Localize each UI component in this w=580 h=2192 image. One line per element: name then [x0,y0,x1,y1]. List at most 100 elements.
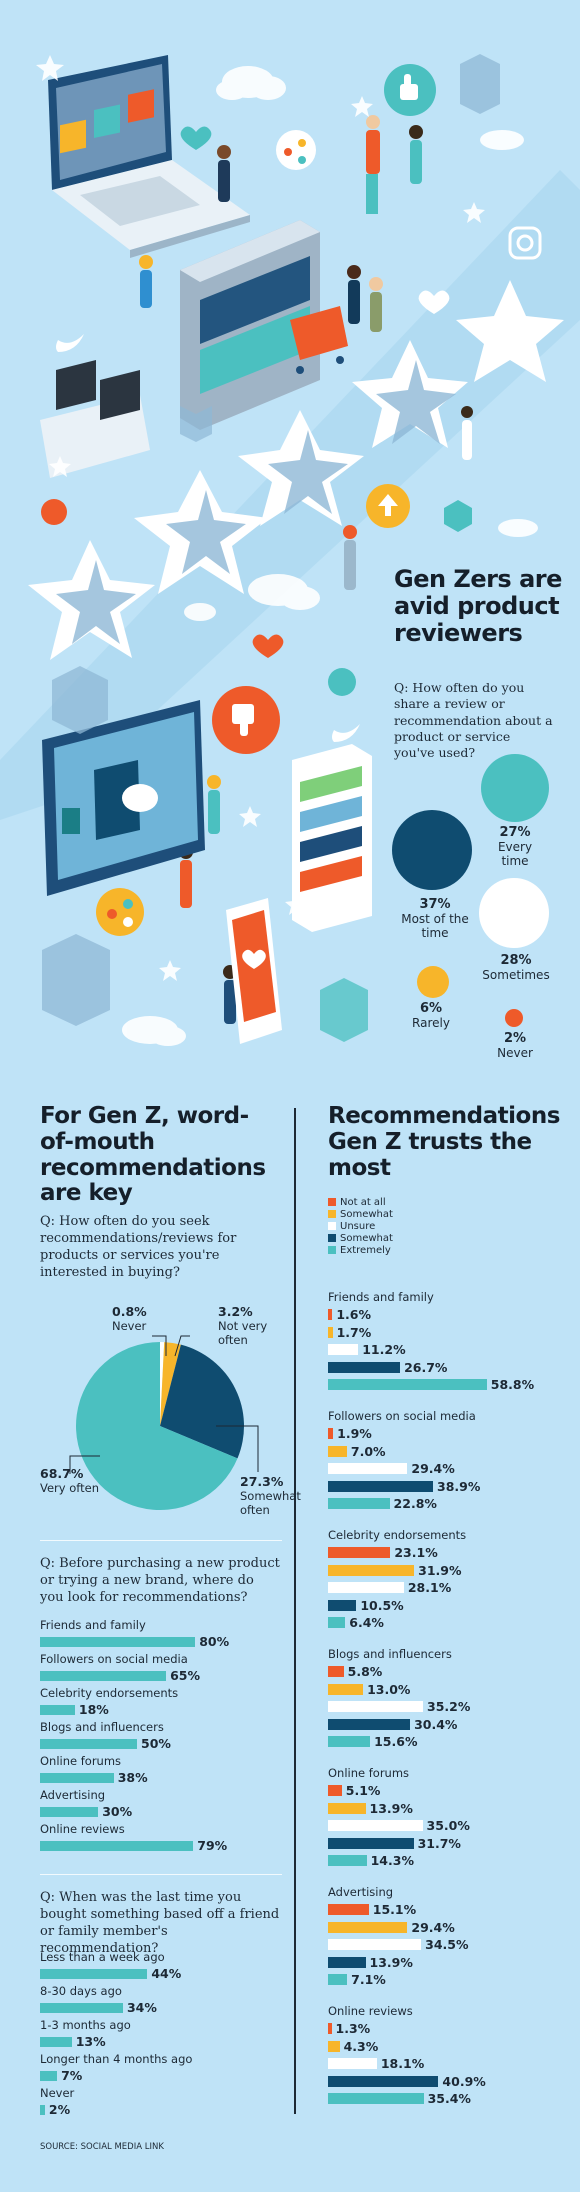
bar-category-label: Advertising [40,1788,106,1802]
trust-bar-row: 5.8% [328,1663,573,1681]
trust-bar-row: 31.9% [328,1562,573,1580]
trust-bar-value: 10.5% [360,1597,404,1613]
right-title: Recommendations Gen Z trusts the most [328,1103,560,1181]
bubble-label: 27% Every time [497,825,533,868]
trust-bar [328,1666,344,1678]
trust-bar-value: 29.4% [411,1919,455,1935]
trust-bar-row: 22.8% [328,1495,573,1513]
last-time-question: Q: When was the last time you bought som… [40,1890,280,1956]
trust-bar-value: 1.3% [335,2021,371,2037]
bar-value-label: 13% [75,2034,106,2049]
trust-bar-value: 1.6% [336,1307,371,1323]
bar-category-label: Online forums [40,1754,122,1768]
bar-value-label: 65% [170,1668,201,1683]
tablet-screen-icon [42,700,205,896]
pie-slice-not-very-often [160,1342,181,1426]
store-shelf-icon [180,220,320,430]
trust-bar [328,1379,487,1391]
trust-bar [328,1498,390,1510]
bar-row: Less than a week ago 44% [40,1950,290,1984]
trust-group-title: Followers on social media [328,1409,476,1423]
heart-icon [252,634,284,658]
bubble-label: 6% Rarely [412,1001,450,1030]
legend-swatch [328,1246,336,1254]
bubble-chart: 27% Every time 37% Most of the time 28% Som… [0,0,580,1080]
bar-value-label: 7% [61,2068,83,2083]
trust-bar-row: 4.3% [328,2038,573,2056]
trust-bar [328,1683,364,1695]
trust-bar-row: 26.7% [328,1359,573,1377]
when-bar-chart: Less than a week ago 44% 8-30 days ago 34% 1… [40,1950,290,2120]
legend-swatch [328,1234,336,1242]
trust-group: Online forums 5.1% 13.9% 35.0% 31.7% 14.3% [328,1766,573,1885]
thumbs-up-icon [384,64,436,116]
twitter-bird-icon [56,334,84,352]
trust-bar [328,1463,408,1475]
speech-bubble-icon [41,499,67,525]
bar-row: Advertising 30% [40,1788,290,1822]
legend-label: Somewhat [340,1232,393,1244]
trust-bar-row: 6.4% [328,1614,573,1632]
trust-bar [328,1361,401,1373]
trust-bar [328,1617,346,1629]
trust-bar-row: 30.4% [328,1716,573,1734]
trust-group: Online reviews 1.3% 4.3% 18.1% 40.9% 35.4% [328,2004,573,2123]
trust-group: Friends and family 1.6% 1.7% 11.2% 26.7% 58.8… [328,1290,573,1409]
trust-group: Followers on social media 1.9% 7.0% 29.4% 38… [328,1409,573,1528]
trust-bar-row: 1.6% [328,1306,573,1324]
bar-row: Blogs and influencers 50% [40,1720,290,1754]
trust-bar-value: 13.0% [367,1681,411,1697]
bubble-label: 37% Most of the time [401,897,469,940]
trust-bar [328,1718,411,1730]
trust-bar-value: 22.8% [393,1496,437,1512]
bar-row: 1-3 months ago 13% [40,2018,290,2052]
where-question: Q: Before purchasing a new product or tr… [40,1556,280,1605]
bubble-sometimes [479,878,549,948]
store-shelf-icon [292,744,372,932]
trust-bar-row: 34.5% [328,1936,573,1954]
trust-bar [328,1974,348,1986]
twitter-bird-icon [332,724,360,742]
bar-row: Never 2% [40,2086,290,2120]
trust-bar-value: 13.9% [369,1954,413,1970]
trust-bar-row: 1.3% [328,2020,573,2038]
trust-bar-value: 35.2% [427,1699,471,1715]
trust-bar-value: 30.4% [414,1716,458,1732]
trust-bar-row: 13.9% [328,1954,573,1972]
trust-group-title: Friends and family [328,1290,434,1304]
trust-bar-value: 15.6% [374,1734,418,1750]
bar-category-label: Online reviews [40,1822,125,1836]
trust-bar [328,1939,422,1951]
trust-bar-row: 31.7% [328,1835,573,1853]
upload-arrow-icon [366,484,410,528]
trust-bar-value: 28.1% [407,1580,452,1596]
trust-bar-value: 5.1% [345,1783,381,1799]
hero-title: Gen Zers are avid product reviewers [394,565,562,647]
trust-grouped-bar-chart: Friends and family 1.6% 1.7% 11.2% 26.7% 58.8… [328,1290,573,2123]
trust-bar-value: 11.2% [362,1342,406,1358]
pie-label-somewhat-often: 27.3% Somewhat often [240,1474,301,1517]
trust-bar-value: 6.4% [349,1615,384,1631]
trust-bar-value: 31.9% [418,1562,462,1578]
bar-row: Longer than 4 months ago 7% [40,2052,290,2086]
pie-slice-never [160,1342,165,1426]
trust-bar-row: 29.4% [328,1460,573,1478]
where-bar-chart: Friends and family 80% Followers on social… [40,1618,290,1856]
bar-value-label: 18% [78,1702,109,1717]
bar [40,1772,114,1783]
legend: Not at all Somewhat Unsure Somewhat Extremel… [328,1196,393,1256]
bar-value-label: 30% [102,1804,133,1819]
bar-row: Celebrity endorsements 18% [40,1686,290,1720]
trust-bar [328,2075,439,2087]
bar-row: Friends and family 80% [40,1618,290,1652]
bubble-label: 2% Never [497,1031,533,1060]
trust-bar-value: 35.0% [426,1818,470,1834]
trust-bar-row: 18.1% [328,2055,573,2073]
bar-value-label: 44% [151,1966,182,1981]
share-icon [96,888,144,936]
legend-swatch [328,1198,336,1206]
trust-group: Celebrity endorsements 23.1% 31.9% 28.1% 10.… [328,1528,573,1647]
trust-bar-value: 23.1% [394,1545,438,1561]
trust-bar-row: 15.6% [328,1733,573,1751]
bar [40,1738,137,1749]
